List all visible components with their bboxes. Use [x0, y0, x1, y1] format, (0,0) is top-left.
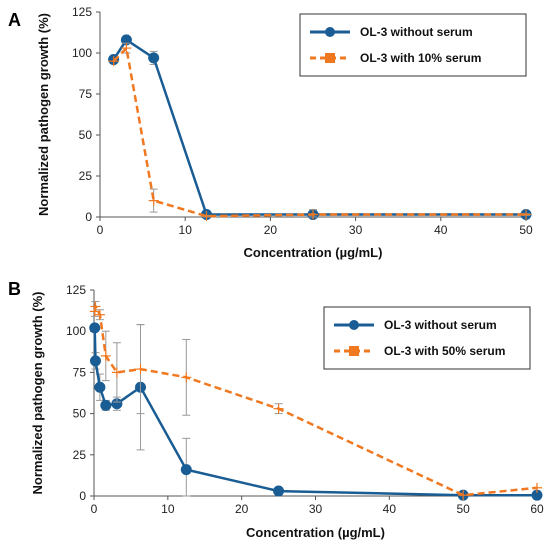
y-tick-label: 50 — [79, 128, 93, 142]
data-point — [180, 464, 192, 476]
legend-entry: OL-3 with 50% serum — [384, 344, 505, 358]
data-point — [89, 322, 101, 334]
x-tick-label: 0 — [97, 223, 104, 237]
y-tick-label: 75 — [73, 365, 87, 379]
y-tick-label: 50 — [73, 407, 87, 421]
series-line — [93, 302, 538, 497]
legend-entry: OL-3 without serum — [360, 25, 473, 39]
data-point — [148, 52, 160, 64]
data-point — [94, 381, 106, 393]
x-tick-label: 40 — [434, 223, 448, 237]
x-tick-label: 60 — [530, 502, 544, 516]
y-tick-label: 25 — [73, 448, 87, 462]
x-tick-label: 50 — [519, 223, 533, 237]
legend-entry: OL-3 with 10% serum — [360, 51, 481, 65]
legend-marker — [325, 27, 335, 37]
x-tick-label: 10 — [161, 502, 175, 516]
y-tick-label: 125 — [66, 283, 86, 297]
data-point — [273, 485, 285, 497]
panel-label: A — [8, 10, 21, 30]
x-tick-label: 50 — [456, 502, 470, 516]
legend-marker — [349, 346, 359, 356]
legend: OL-3 without serum OL-3 with 10% serum — [299, 13, 527, 77]
series-2 — [89, 301, 542, 501]
x-axis-title: Concentration (µg/mL) — [244, 245, 383, 260]
series-line — [93, 327, 537, 497]
panel-label: B — [8, 279, 21, 299]
data-point — [100, 399, 112, 411]
y-tick-label: 0 — [85, 210, 92, 224]
x-tick-label: 10 — [179, 223, 193, 237]
y-tick-label: 100 — [66, 324, 86, 338]
chart-panel-b: B 0 25 50 75 100 125 0 10 20 30 40 50 60 Concentration… — [8, 279, 544, 540]
y-tick-label: 0 — [79, 489, 86, 503]
legend-box — [299, 13, 527, 77]
y-tick-label: 75 — [79, 87, 93, 101]
data-point — [89, 355, 101, 367]
x-tick-label: 20 — [235, 502, 249, 516]
x-tick-label: 30 — [309, 502, 323, 516]
y-tick-label: 100 — [72, 46, 92, 60]
legend-marker — [325, 53, 335, 63]
x-tick-label: 40 — [383, 502, 397, 516]
legend: OL-3 without serum OL-3 with 50% serum — [323, 306, 531, 370]
y-axis-title: Normalized pathogen growth (%) — [30, 292, 45, 495]
x-axis-title: Concentration (µg/mL) — [246, 525, 385, 540]
y-axis-title: Normalized pathogen growth (%) — [36, 13, 51, 216]
legend-marker — [349, 320, 359, 330]
y-tick-label: 125 — [72, 5, 92, 19]
x-tick-label: 0 — [91, 502, 98, 516]
chart-panel-a: A 0 25 50 75 100 125 0 10 20 30 40 50 Concentration (… — [8, 5, 533, 260]
x-tick-label: 20 — [264, 223, 278, 237]
legend-box — [323, 306, 531, 370]
series-2 — [108, 42, 531, 222]
series-line — [112, 45, 526, 218]
y-tick-label: 25 — [79, 169, 93, 183]
x-tick-label: 30 — [349, 223, 363, 237]
legend-entry: OL-3 without serum — [384, 318, 497, 332]
